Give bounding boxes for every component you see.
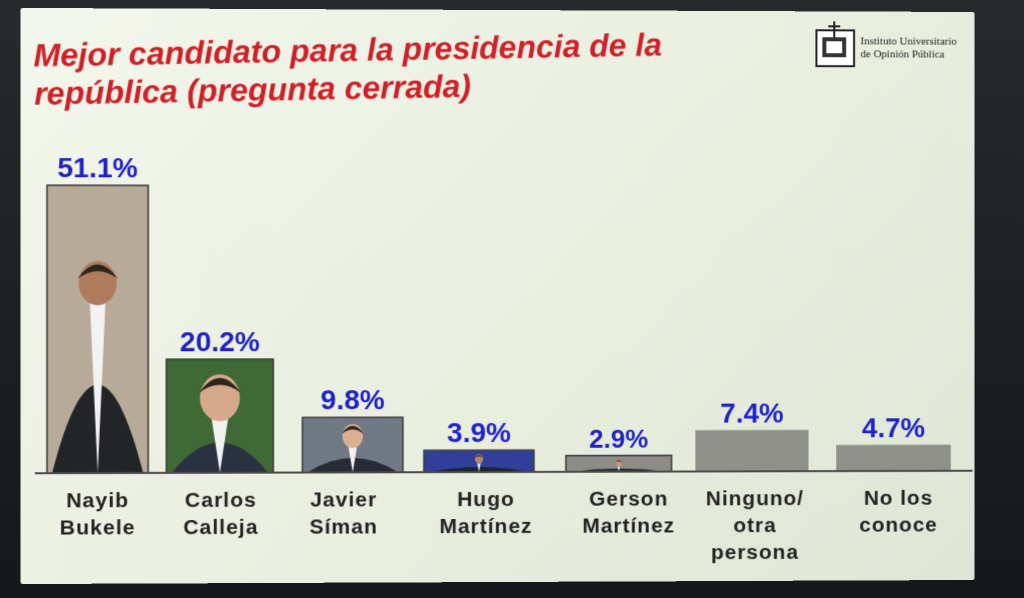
value-label: 4.7% [862,412,925,443]
category-label: persona [711,541,799,564]
category-label: Martínez [439,515,532,538]
category-label: conoce [859,514,938,537]
option-bar [695,430,808,472]
category-label: Javier [310,488,377,511]
value-label: 9.8% [321,384,385,415]
category-label: Hugo [457,488,515,511]
category-label: Nayib [66,489,129,512]
projection-screen: Mejor candidato para la presidencia de l… [21,8,975,584]
category-label: Carlos [185,489,257,512]
value-label: 51.1% [57,152,137,183]
category-label: Gerson [589,488,668,511]
value-label: 7.4% [720,397,783,428]
bar-chart: 51.1% 20.2% 9.8% 3.9% 2.9% 7.4% 4.7% Nayib Bukel… [21,8,975,584]
category-label: No los [864,487,933,510]
category-label: Bukele [60,516,136,539]
value-label: 2.9% [589,424,648,454]
value-label: 20.2% [180,326,260,357]
value-label: 3.9% [447,417,511,448]
category-label: Ninguno/ [706,487,804,510]
category-label: otra [733,514,776,537]
category-label: Calleja [183,516,258,539]
option-bar [836,445,951,471]
category-label: Martínez [582,514,675,537]
category-label: Síman [309,515,377,538]
